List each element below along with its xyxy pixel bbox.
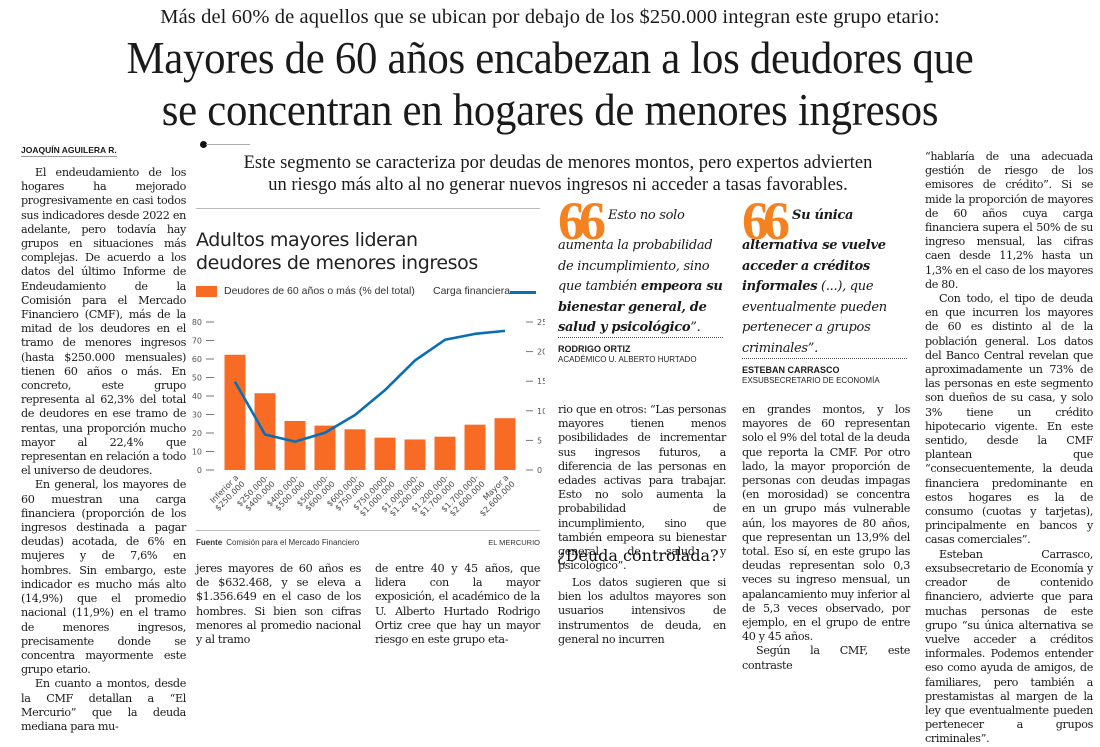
- paragraph: En cuanto a montos, desde la CMF detalla…: [21, 677, 186, 734]
- chart-title-line-1: Adultos mayores lideran: [196, 229, 478, 252]
- paragraph: El endeudamiento de los hogares ha mejor…: [21, 166, 186, 478]
- headline-line-1: Mayores de 60 años encabezan a los deudo…: [39, 32, 1062, 84]
- y-left-tick-label: 60: [192, 355, 202, 364]
- quote-author-role: ACADÉMICO U. ALBERTO HURTADO: [558, 355, 697, 364]
- article-column-5: en grandes montos, y los mayores de 60 r…: [742, 403, 910, 673]
- y-left-tick-label: 0: [197, 466, 202, 475]
- legend-line-swatch: [510, 291, 536, 294]
- quote-author-role: EXSUBSECRETARIO DE ECONOMÍA: [742, 376, 880, 385]
- paragraph: en grandes montos, y los mayores de 60 r…: [742, 403, 910, 644]
- y-left-tick-label: 70: [192, 337, 202, 346]
- y-left-tick-label: 30: [192, 411, 202, 420]
- bar: [255, 393, 276, 470]
- y-right-tick-label: 15: [537, 377, 545, 386]
- paragraph: Los datos sugieren que si bien los adult…: [558, 576, 726, 647]
- chart-bottom-rule: [196, 530, 540, 531]
- y-left-tick-label: 80: [192, 318, 202, 327]
- y-right-tick-label: 10: [537, 407, 545, 416]
- article-column-3: de entre 40 y 45 años, que lidera con la…: [375, 562, 540, 647]
- y-left-tick-label: 10: [192, 448, 202, 457]
- headline: Mayores de 60 años encabezan a los deudo…: [39, 32, 1062, 136]
- y-right-tick-label: 20: [537, 348, 545, 357]
- legend-bar-label: Deudores de 60 años o más (% del total): [224, 285, 415, 297]
- legend-line-label: Carga financiera: [433, 285, 510, 297]
- chart-brand: EL MERCURIO: [470, 538, 540, 547]
- bar: [285, 421, 306, 470]
- y-left-tick-label: 50: [192, 374, 202, 383]
- paragraph: Con todo, el tipo de deuda en que incurr…: [925, 292, 1093, 548]
- article-column-6: “hablaría de una adecuada gestión de rie…: [925, 150, 1093, 747]
- byline: JOAQUÍN AGUILERA R.: [21, 145, 117, 157]
- bar: [375, 438, 396, 470]
- y-right-tick-label: 5: [537, 436, 542, 445]
- quote-end: ”.: [808, 341, 818, 356]
- paragraph: jeres mayores de 60 años es de $632.468,…: [196, 562, 361, 647]
- y-right-tick-label: 0: [537, 466, 542, 475]
- deck-rule: [206, 144, 250, 145]
- subhead: ¿Deuda controlada?: [557, 546, 719, 565]
- paragraph: Según la CMF, este contraste: [742, 644, 910, 672]
- article-column-4-continued: Los datos sugieren que si bien los adult…: [558, 576, 726, 647]
- y-right-tick-label: 25: [537, 318, 545, 327]
- headline-line-2: se concentran en hogares de menores ingr…: [39, 84, 1062, 136]
- y-left-tick-label: 20: [192, 429, 202, 438]
- chart-title-line-2: deudores de menores ingresos: [196, 252, 478, 275]
- bar: [225, 355, 246, 470]
- bar: [435, 437, 456, 470]
- article-column-2: jeres mayores de 60 años es de $632.468,…: [196, 562, 361, 647]
- quote-end: ”.: [690, 320, 700, 335]
- quote-author-name: RODRIGO ORTIZ: [558, 344, 631, 354]
- bar: [495, 418, 516, 470]
- paragraph: En general, los mayores de 60 muestran u…: [21, 478, 186, 677]
- bar: [465, 425, 486, 470]
- paragraph: “hablaría de una adecuada gestión de rie…: [925, 150, 1093, 292]
- article-column-1: El endeudamiento de los hogares ha mejor…: [21, 166, 186, 734]
- quote-divider: [558, 337, 723, 338]
- quote-divider: [742, 358, 907, 359]
- bar: [345, 429, 366, 470]
- y-left-tick-label: 40: [192, 392, 202, 401]
- chart-source: Fuente Comisión para el Mercado Financier…: [196, 538, 359, 547]
- paragraph: de entre 40 y 45 años, que lidera con la…: [375, 562, 540, 647]
- quote-author-name: ESTEBAN CARRASCO: [742, 365, 840, 375]
- bar: [405, 439, 426, 470]
- source-text: Comisión para el Mercado Financiero: [226, 538, 359, 547]
- legend-bar-swatch: [196, 286, 217, 297]
- source-label: Fuente: [196, 538, 222, 547]
- kicker: Más del 60% de aquellos que se ubican po…: [0, 6, 1100, 29]
- paragraph: Esteban Carrasco, exsubsecretario de Eco…: [925, 548, 1093, 747]
- deck-line-1: Este segmento se caracteriza por deudas …: [196, 152, 920, 174]
- chart-top-rule: [196, 208, 540, 209]
- chart-title: Adultos mayores lideran deudores de meno…: [196, 229, 478, 275]
- deck: Este segmento se caracteriza por deudas …: [196, 152, 920, 196]
